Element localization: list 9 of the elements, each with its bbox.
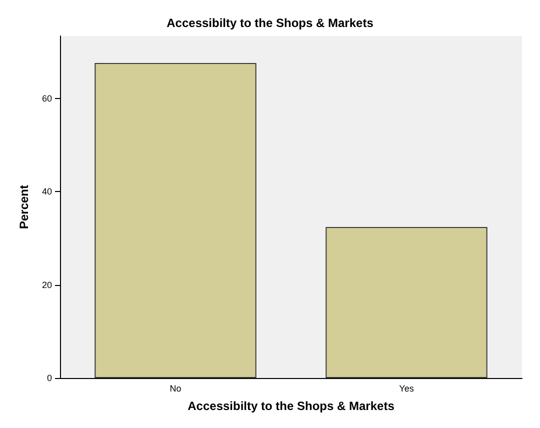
x-tick-label: Yes <box>399 384 414 394</box>
y-axis-title: Percent <box>17 184 31 230</box>
x-tick-label: No <box>170 384 182 394</box>
y-tick-label: 60 <box>42 93 52 104</box>
chart-title: Accessibilty to the Shops & Markets <box>166 16 374 30</box>
x-axis-title: Accessibilty to the Shops & Markets <box>188 399 395 413</box>
y-tick-label: 20 <box>42 280 52 290</box>
y-tick-label: 40 <box>42 186 52 197</box>
y-tick-label: 0 <box>46 373 52 383</box>
